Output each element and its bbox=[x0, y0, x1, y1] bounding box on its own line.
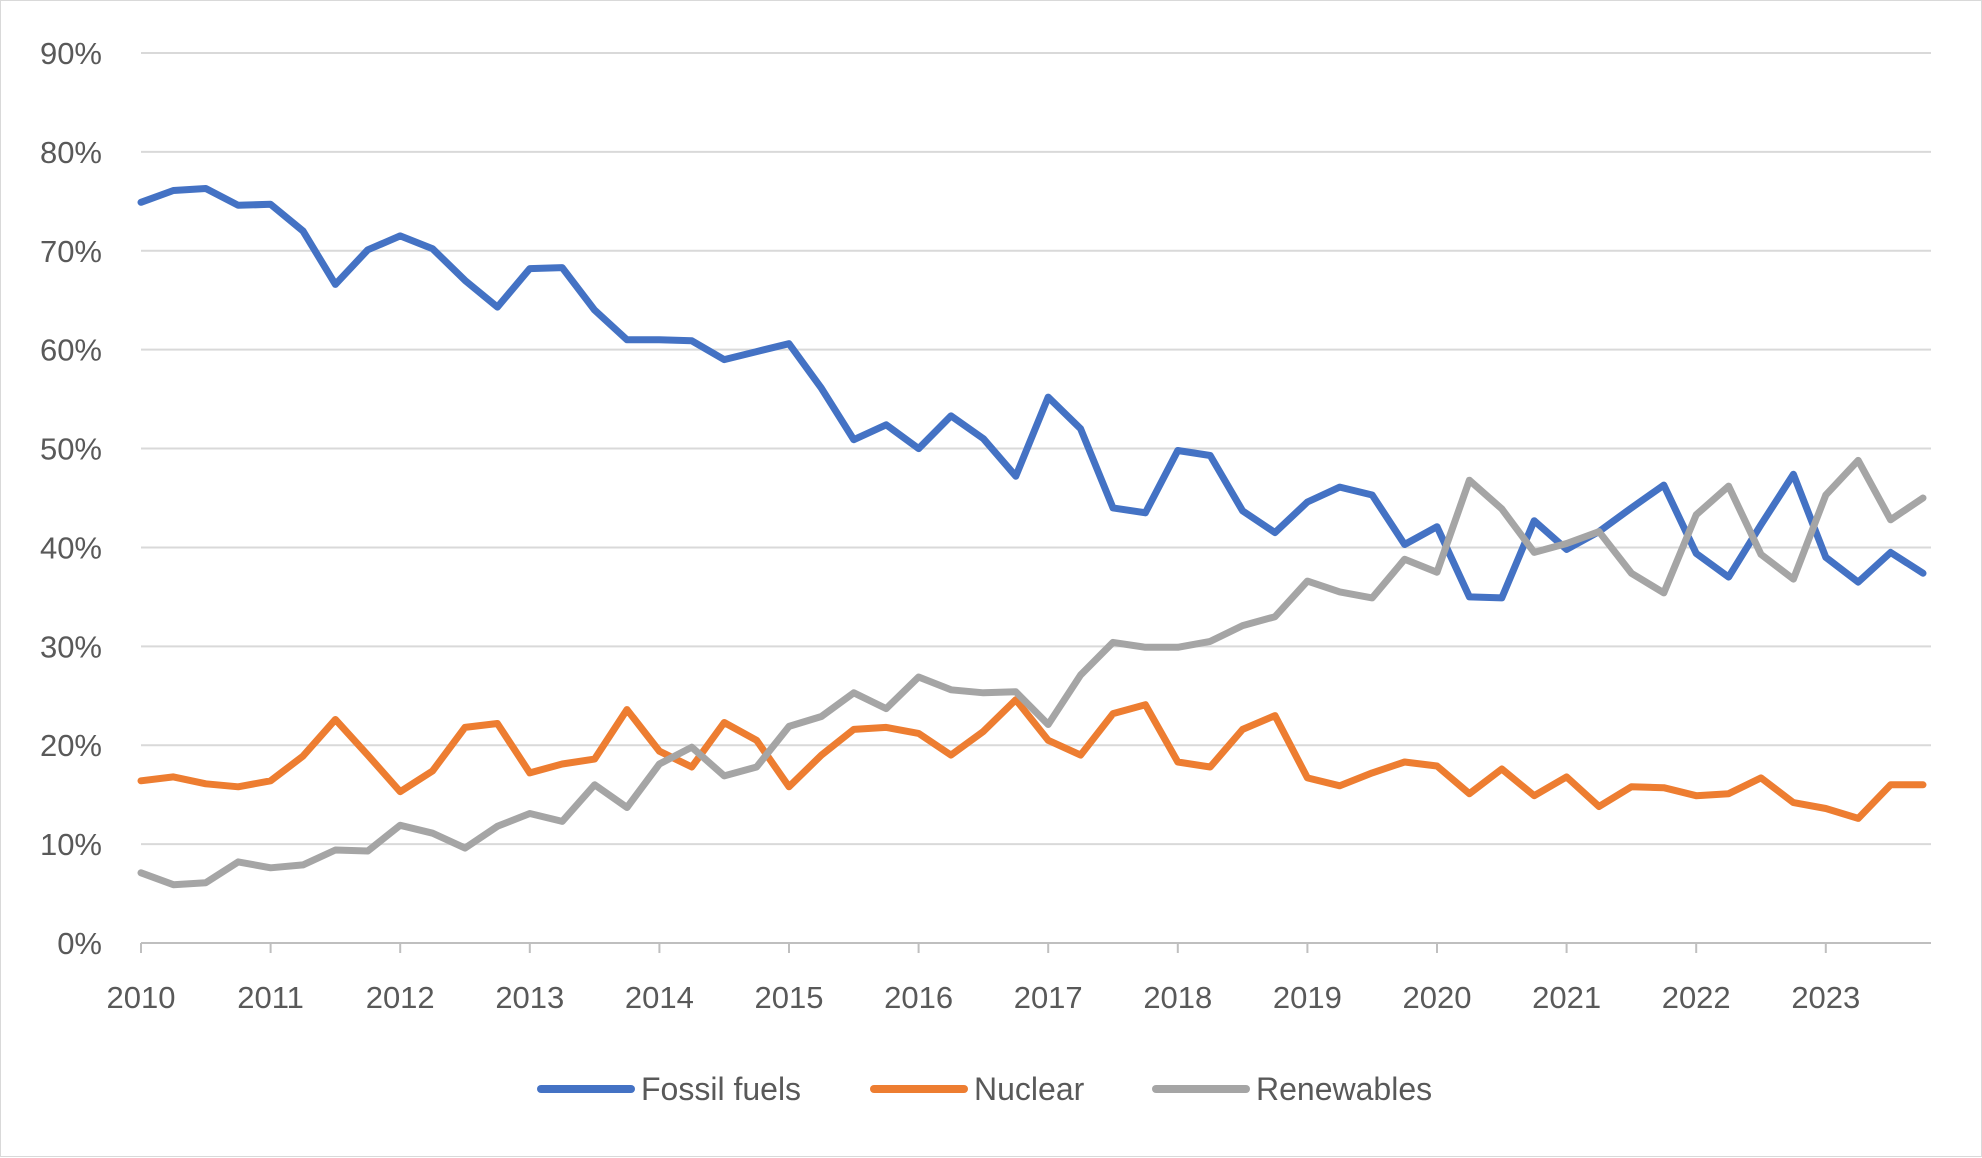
x-tick-label: 2011 bbox=[237, 980, 304, 1015]
series-line-fossil-fuels bbox=[137, 185, 1927, 602]
y-tick-label: 60% bbox=[40, 333, 102, 368]
y-tick-label: 20% bbox=[40, 728, 102, 763]
x-tick-label: 2022 bbox=[1662, 980, 1731, 1015]
legend-label: Renewables bbox=[1256, 1071, 1432, 1107]
legend: Fossil fuels Nuclear Renewables bbox=[537, 1071, 1432, 1107]
y-tick-label: 50% bbox=[40, 432, 102, 467]
x-tick-label: 2021 bbox=[1532, 980, 1601, 1015]
x-axis bbox=[140, 942, 1931, 953]
x-tick-label: 2010 bbox=[107, 980, 176, 1015]
x-tick-label: 2015 bbox=[755, 980, 824, 1015]
legend-label: Nuclear bbox=[974, 1071, 1085, 1107]
legend-item-renewables: Renewables bbox=[1152, 1071, 1432, 1107]
series-line-renewables bbox=[137, 456, 1927, 889]
x-tick-label: 2013 bbox=[495, 980, 564, 1015]
y-tick-label: 10% bbox=[40, 827, 102, 862]
y-tick-label: 40% bbox=[40, 530, 102, 565]
legend-item-fossil-fuels: Fossil fuels bbox=[537, 1071, 801, 1107]
series-line-nuclear bbox=[137, 696, 1927, 822]
legend-label: Fossil fuels bbox=[641, 1071, 801, 1107]
x-tick-label: 2017 bbox=[1014, 980, 1083, 1015]
x-axis-tick-labels: 2010 2011 2012 2013 2014 2015 2016 2017 2018 2019… bbox=[107, 980, 1861, 1015]
x-tick-label: 2012 bbox=[366, 980, 435, 1015]
x-tick-label: 2020 bbox=[1403, 980, 1472, 1015]
y-axis-tick-labels: 0% 10% 20% 30% 40% 50% 60% 70% 80% 90% bbox=[40, 36, 102, 961]
x-tick-label: 2023 bbox=[1791, 980, 1860, 1015]
y-tick-label: 0% bbox=[57, 926, 102, 961]
y-tick-label: 80% bbox=[40, 135, 102, 170]
x-tick-label: 2014 bbox=[625, 980, 694, 1015]
y-tick-label: 30% bbox=[40, 629, 102, 664]
legend-item-nuclear: Nuclear bbox=[870, 1071, 1085, 1107]
y-tick-label: 70% bbox=[40, 234, 102, 269]
series-lines bbox=[137, 185, 1927, 889]
y-tick-label: 90% bbox=[40, 36, 102, 71]
x-tick-label: 2019 bbox=[1273, 980, 1342, 1015]
x-tick-label: 2018 bbox=[1143, 980, 1212, 1015]
x-tick-label: 2016 bbox=[884, 980, 953, 1015]
